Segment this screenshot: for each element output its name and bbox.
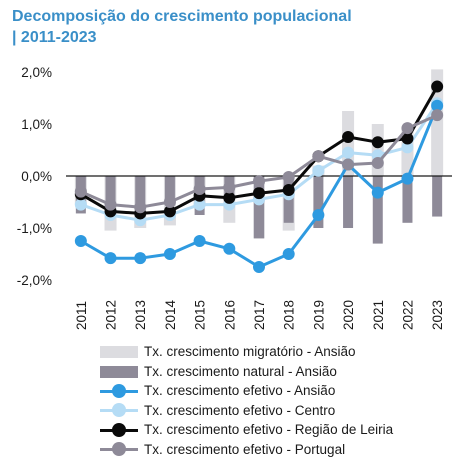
- point-ansiao-2015: [193, 235, 206, 247]
- point-portugal-2013: [134, 201, 147, 214]
- point-leiria-2017: [253, 187, 265, 200]
- point-portugal-2022: [401, 122, 414, 135]
- bar-natural-2014: [164, 176, 175, 205]
- x-tick-label: 2018: [282, 300, 297, 330]
- point-leiria-2023: [431, 80, 444, 93]
- x-tick-label: 2022: [400, 300, 415, 330]
- legend-item-migratorio: Tx. crescimento migratório - Ansião: [100, 342, 460, 362]
- legend-swatch-natural: [100, 365, 138, 378]
- x-tick-label: 2011: [74, 301, 89, 330]
- y-tick-label: 2,0%: [21, 65, 52, 80]
- x-tick-label: 2012: [104, 300, 119, 330]
- x-tick-label: 2015: [193, 300, 208, 330]
- bar-natural-2023: [432, 176, 443, 217]
- chart-title-line2: | 2011-2023: [12, 29, 97, 46]
- bar-migratorio-2023: [431, 69, 444, 176]
- point-portugal-2021: [371, 157, 384, 169]
- legend-label-portugal: Tx. crescimento efetivo - Portugal: [144, 441, 346, 457]
- y-tick-label: -1,0%: [17, 221, 52, 236]
- legend-item-natural: Tx. crescimento natural - Ansião: [100, 362, 460, 382]
- x-tick-label: 2020: [341, 300, 356, 330]
- point-portugal-2017: [253, 175, 265, 188]
- x-tick-label: 2021: [371, 300, 386, 330]
- legend-swatch-portugal: [100, 442, 138, 457]
- point-centro-2015: [193, 198, 206, 211]
- x-tick-label: 2014: [163, 299, 178, 330]
- point-ansiao-2019: [312, 209, 325, 221]
- point-ansiao-2021: [371, 186, 384, 199]
- y-tick-label: -2,0%: [17, 273, 52, 288]
- point-portugal-2018: [282, 171, 295, 184]
- legend-swatch-centro: [100, 403, 138, 418]
- legend-label-centro: Tx. crescimento efetivo - Centro: [144, 402, 336, 418]
- point-ansiao-2011: [74, 235, 87, 247]
- point-portugal-2023: [431, 109, 444, 122]
- legend-label-ansiao: Tx. crescimento efetivo - Ansião: [144, 383, 336, 399]
- bar-natural-2019: [313, 176, 324, 228]
- legend-label-leiria: Tx. crescimento efetivo - Região de Leir…: [144, 422, 394, 438]
- x-tick-label: 2017: [252, 300, 267, 330]
- point-portugal-2011: [74, 185, 87, 198]
- legend-item-ansiao: Tx. crescimento efetivo - Ansião: [100, 381, 460, 401]
- legend-swatch-ansiao: [100, 383, 138, 398]
- x-tick-label: 2013: [133, 300, 148, 330]
- x-tick-label: 2016: [222, 300, 237, 330]
- chart-title: Decomposição do crescimento populacional…: [12, 6, 452, 48]
- point-centro-2011: [74, 198, 87, 211]
- chart-title-line1: Decomposição do crescimento populacional: [12, 8, 352, 25]
- x-tick-label: 2023: [430, 300, 445, 330]
- bar-natural-2017: [254, 176, 264, 239]
- x-tick-label: 2019: [311, 300, 326, 330]
- point-leiria-2016: [223, 191, 236, 204]
- point-centro-2020: [342, 146, 355, 159]
- point-centro-2019: [312, 164, 325, 177]
- bar-natural-2022: [402, 176, 413, 223]
- point-portugal-2015: [193, 183, 206, 195]
- y-tick-label: 0,0%: [21, 169, 52, 184]
- point-ansiao-2012: [104, 252, 117, 265]
- point-centro-2022: [401, 141, 414, 154]
- point-portugal-2014: [163, 196, 176, 208]
- legend-label-natural: Tx. crescimento natural - Ansião: [144, 363, 337, 379]
- point-ansiao-2013: [134, 252, 147, 265]
- point-leiria-2021: [371, 136, 384, 149]
- point-leiria-2020: [342, 131, 355, 143]
- point-portugal-2016: [223, 181, 236, 194]
- point-ansiao-2017: [253, 261, 265, 273]
- legend-item-portugal: Tx. crescimento efetivo - Portugal: [100, 440, 460, 460]
- point-leiria-2018: [282, 184, 295, 197]
- point-ansiao-2018: [282, 248, 295, 260]
- bar-natural-2021: [372, 176, 383, 244]
- legend-swatch-migratorio: [100, 346, 138, 359]
- point-ansiao-2014: [163, 248, 176, 260]
- y-tick-label: 1,0%: [21, 117, 52, 132]
- point-portugal-2012: [104, 198, 117, 211]
- point-ansiao-2022: [401, 172, 414, 185]
- point-portugal-2019: [312, 150, 325, 163]
- bar-natural-2013: [135, 176, 146, 208]
- legend-label-migratorio: Tx. crescimento migratório - Ansião: [144, 344, 356, 360]
- point-portugal-2020: [342, 158, 355, 171]
- point-ansiao-2023: [431, 99, 444, 112]
- point-ansiao-2016: [223, 242, 236, 255]
- point-leiria-2022: [401, 132, 414, 145]
- bar-natural-2012: [105, 176, 116, 205]
- point-leiria-2014: [163, 205, 176, 218]
- bar-natural-2020: [343, 176, 354, 228]
- legend-item-leiria: Tx. crescimento efetivo - Região de Leir…: [100, 420, 460, 440]
- legend-swatch-leiria: [100, 422, 138, 437]
- chart-legend: Tx. crescimento migratório - Ansião Tx. …: [100, 342, 460, 459]
- legend-item-centro: Tx. crescimento efetivo - Centro: [100, 401, 460, 421]
- chart-plot: -2,0% -1,0% 0,0% 1,0% 2,0% 2011 2012 2013 2014 20…: [17, 65, 452, 330]
